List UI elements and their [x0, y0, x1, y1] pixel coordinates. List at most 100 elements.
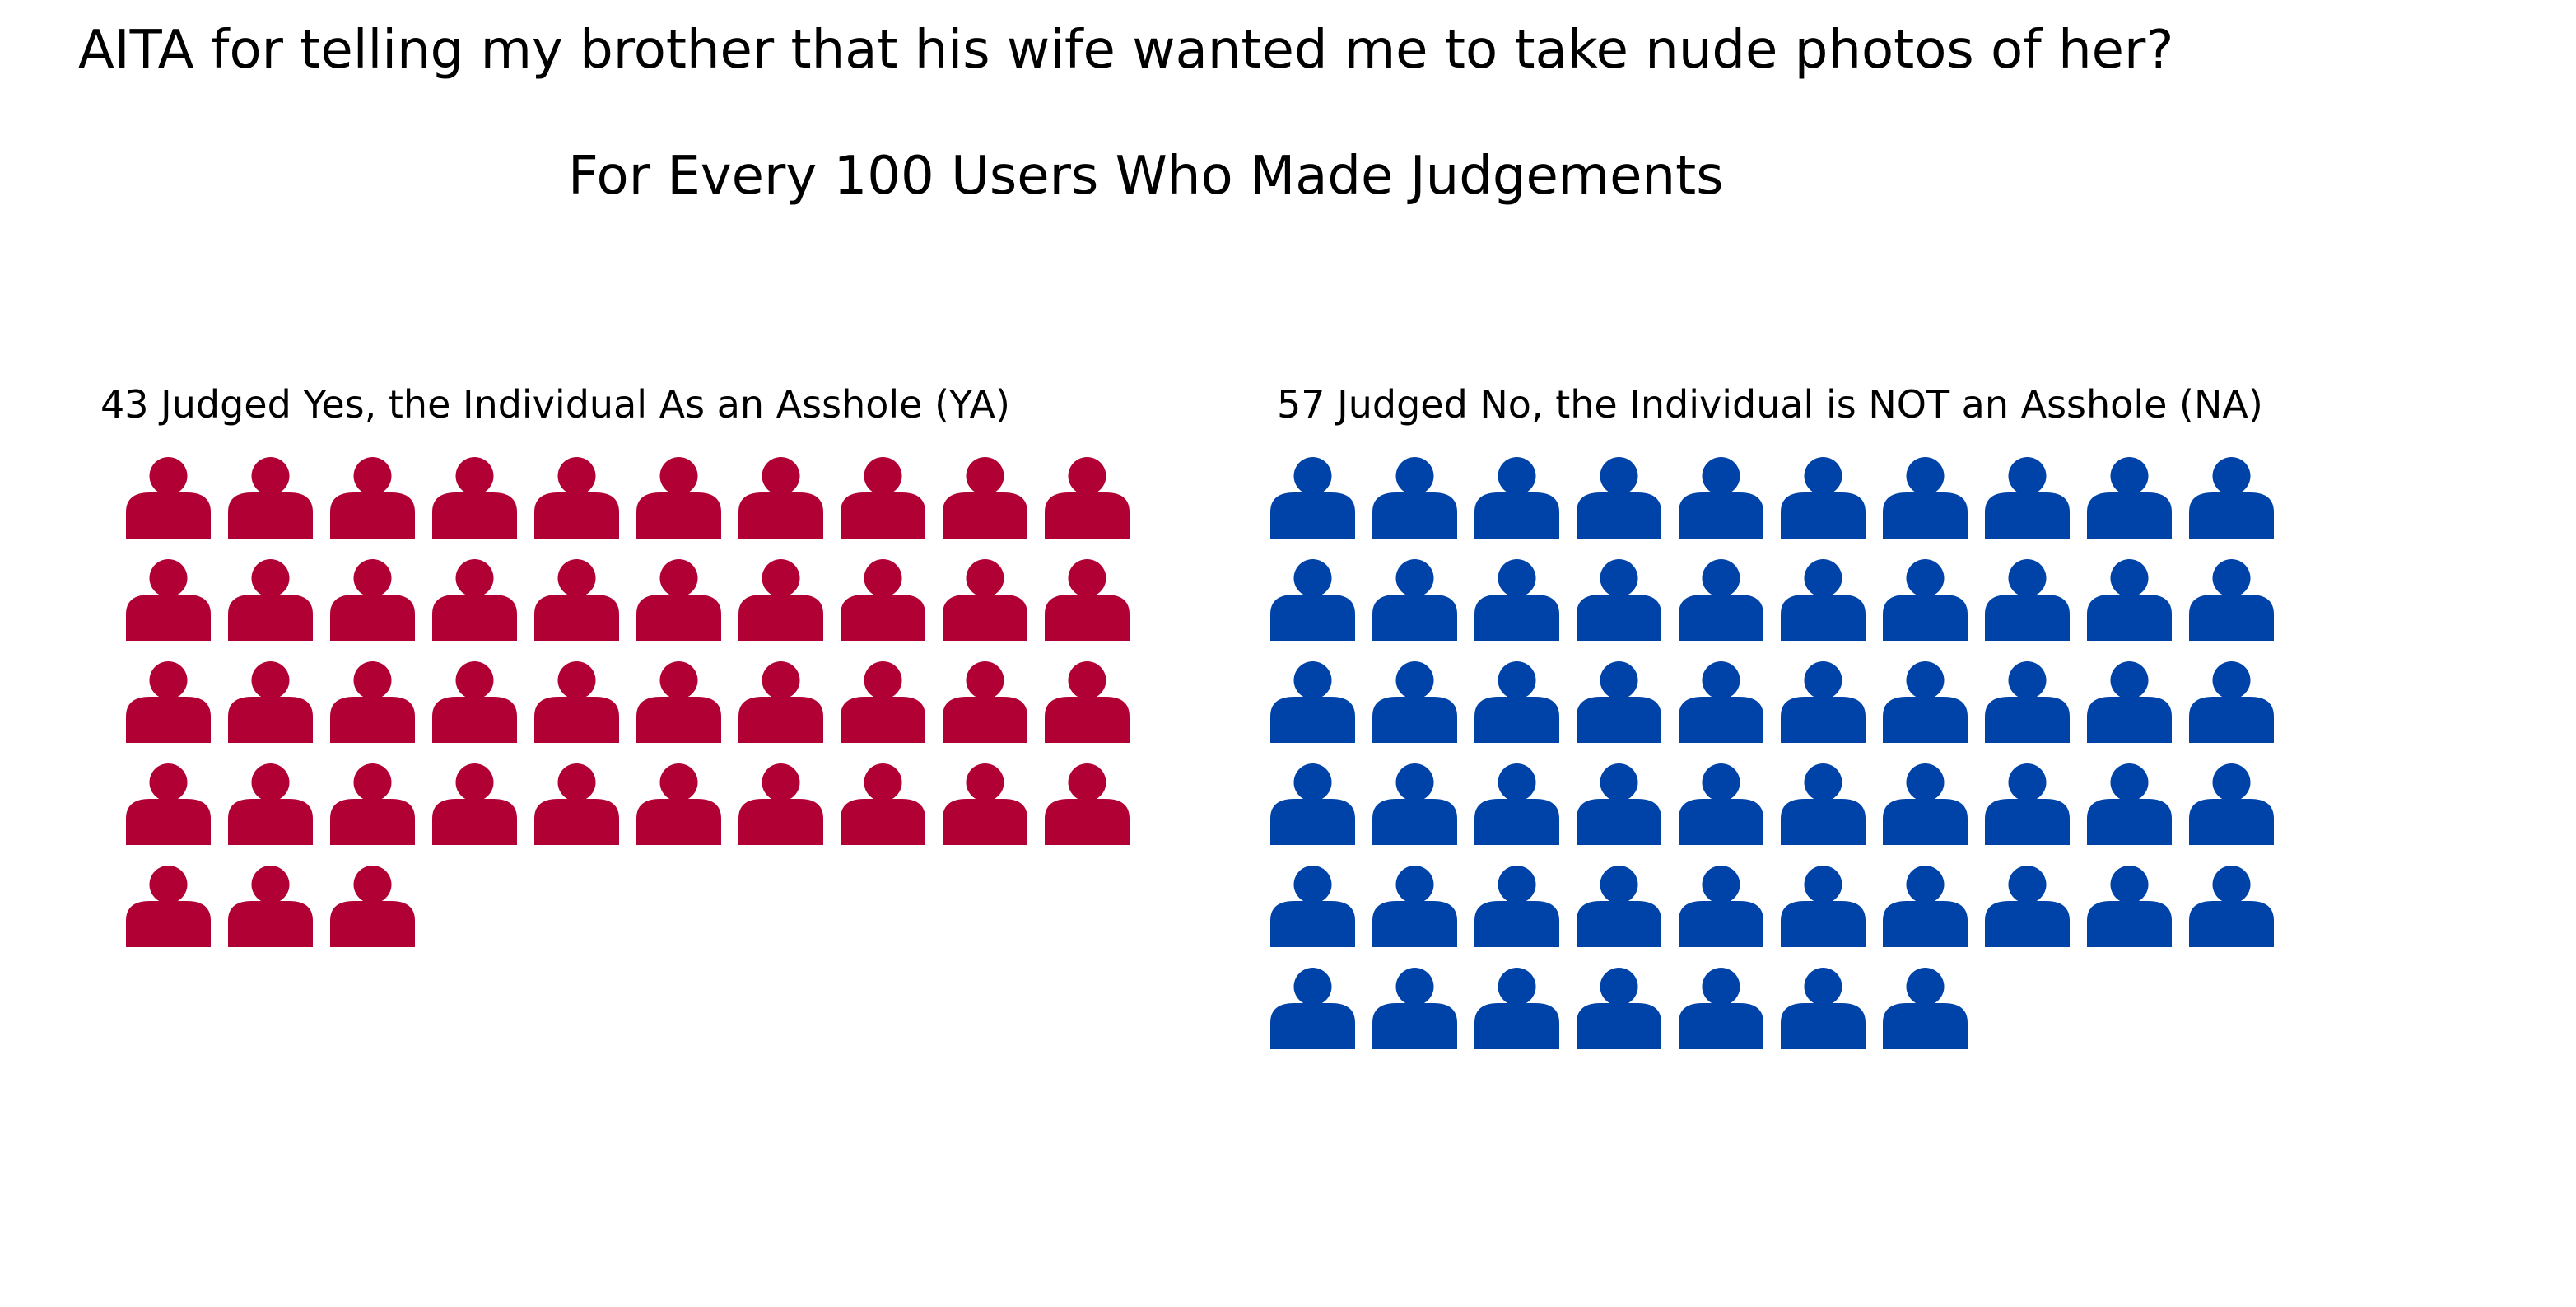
person-icon [1679, 866, 1763, 947]
person-icon [1474, 763, 1559, 845]
person-icon [228, 559, 313, 641]
person-icon [1270, 968, 1355, 1049]
person-icon [1679, 661, 1763, 743]
person-icon [126, 866, 211, 947]
person-icon [1883, 763, 1968, 845]
person-icon [1883, 968, 1968, 1049]
person-icon [636, 457, 721, 539]
person-icon [1781, 457, 1866, 539]
person-icon [330, 457, 415, 539]
person-icon [2189, 763, 2274, 845]
person-icon [1045, 661, 1130, 743]
person-icon [1045, 763, 1130, 845]
person-icon [1883, 457, 1968, 539]
person-icon [1985, 457, 2070, 539]
person-icon [1985, 763, 2070, 845]
person-icon [432, 559, 517, 641]
person-icon [1781, 866, 1866, 947]
person-icon [1474, 457, 1559, 539]
person-icon [841, 559, 925, 641]
person-icon [1781, 968, 1866, 1049]
person-icon [1045, 457, 1130, 539]
person-icon [1781, 661, 1866, 743]
person-icon [2189, 457, 2274, 539]
chart-subtitle: For Every 100 Users Who Made Judgements [568, 146, 1724, 207]
person-icon [228, 763, 313, 845]
person-icon [1372, 968, 1457, 1049]
person-icon [1474, 559, 1559, 641]
person-icon [841, 457, 925, 539]
person-icon [841, 763, 925, 845]
person-icon [1474, 968, 1559, 1049]
person-icon [1372, 866, 1457, 947]
person-icon [1474, 661, 1559, 743]
person-icon [1270, 559, 1355, 641]
person-icon [1372, 559, 1457, 641]
person-icon [1679, 457, 1763, 539]
ya-icon-grid [126, 457, 1130, 947]
person-icon [943, 763, 1027, 845]
person-icon [738, 559, 823, 641]
person-icon [1985, 866, 2070, 947]
person-icon [534, 661, 619, 743]
person-icon [841, 661, 925, 743]
person-icon [1270, 763, 1355, 845]
person-icon [1781, 559, 1866, 641]
person-icon [1372, 763, 1457, 845]
na-icon-grid [1270, 457, 2274, 1049]
person-icon [1270, 866, 1355, 947]
person-icon [432, 457, 517, 539]
person-icon [1985, 661, 2070, 743]
person-icon [1577, 457, 1661, 539]
person-icon [330, 559, 415, 641]
person-icon [738, 457, 823, 539]
person-icon [1883, 866, 1968, 947]
person-icon [1270, 661, 1355, 743]
person-icon [943, 457, 1027, 539]
person-icon [126, 457, 211, 539]
person-icon [2087, 763, 2172, 845]
person-icon [1679, 968, 1763, 1049]
person-icon [432, 763, 517, 845]
person-icon [534, 559, 619, 641]
person-icon [534, 457, 619, 539]
ya-panel-label: 43 Judged Yes, the Individual As an Assh… [100, 382, 1010, 427]
person-icon [1985, 559, 2070, 641]
person-icon [943, 661, 1027, 743]
person-icon [1577, 763, 1661, 845]
person-icon [2087, 457, 2172, 539]
chart-title: AITA for telling my brother that his wif… [78, 20, 2174, 81]
person-icon [1372, 661, 1457, 743]
person-icon [330, 866, 415, 947]
person-icon [943, 559, 1027, 641]
person-icon [1679, 763, 1763, 845]
person-icon [126, 559, 211, 641]
person-icon [2087, 661, 2172, 743]
person-icon [2087, 559, 2172, 641]
person-icon [738, 763, 823, 845]
person-icon [636, 763, 721, 845]
person-icon [1577, 661, 1661, 743]
na-panel-label: 57 Judged No, the Individual is NOT an A… [1277, 382, 2263, 427]
person-icon [1474, 866, 1559, 947]
person-icon [738, 661, 823, 743]
person-icon [432, 661, 517, 743]
person-icon [330, 763, 415, 845]
person-icon [2189, 559, 2274, 641]
person-icon [2087, 866, 2172, 947]
person-icon [228, 457, 313, 539]
person-icon [2189, 661, 2274, 743]
person-icon [1045, 559, 1130, 641]
person-icon [1781, 763, 1866, 845]
person-icon [636, 559, 721, 641]
person-icon [1577, 968, 1661, 1049]
person-icon [1270, 457, 1355, 539]
person-icon [126, 763, 211, 845]
person-icon [126, 661, 211, 743]
person-icon [534, 763, 619, 845]
person-icon [228, 661, 313, 743]
person-icon [1883, 661, 1968, 743]
person-icon [636, 661, 721, 743]
person-icon [330, 661, 415, 743]
